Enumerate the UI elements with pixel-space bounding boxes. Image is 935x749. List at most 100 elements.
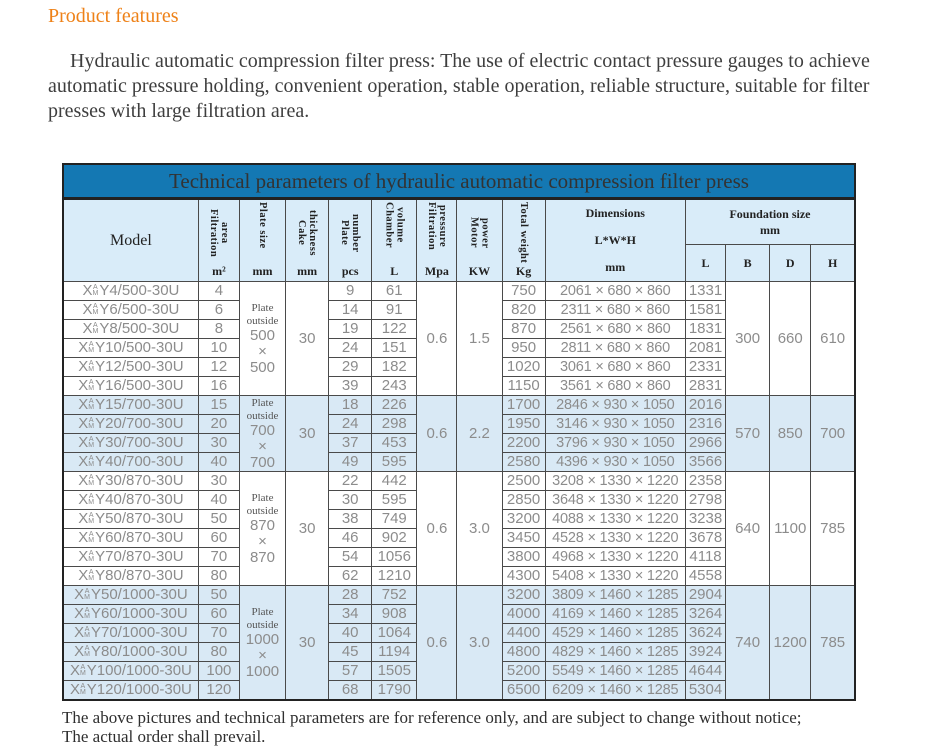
dimensions-cell: 6209 × 1460 × 1285 [544, 680, 686, 701]
plate-number-cell: 57 [328, 661, 373, 681]
foundation-l-cell: 3238 [684, 509, 727, 529]
filtration-area-cell: 70 [197, 623, 240, 643]
foundation-l-cell: 4118 [684, 547, 727, 567]
filtration-area-cell: 30 [197, 433, 240, 453]
foundation-h-cell: 785 [810, 585, 856, 701]
filtration-area-cell: 80 [197, 642, 240, 662]
foundation-l-cell: 5304 [684, 680, 727, 701]
total-weight-cell: 3200 [501, 509, 546, 529]
chamber-volume-cell: 749 [371, 509, 418, 529]
dimensions-cell: 5549 × 1460 × 1285 [544, 661, 686, 681]
table-row: X A M Y120/1000-30U 120 68 1790 6500 6209 × 1460… [62, 680, 855, 701]
filtration-area-cell: 50 [197, 585, 240, 605]
total-weight-cell: 870 [501, 319, 546, 339]
model-cell: X A M Y50/1000-30U [62, 585, 199, 605]
model-cell: X A M Y20/700-30U [62, 414, 199, 434]
filtration-area-cell: 30 [197, 471, 240, 491]
table-row: X A M Y30/700-30U 30 37 453 2200 3796 × 930 × 10… [62, 433, 855, 453]
plate-number-cell: 24 [328, 338, 373, 358]
foundation-l-cell: 2966 [684, 433, 727, 453]
foundation-l-cell: 3566 [684, 452, 727, 472]
foundation-l-cell: 2904 [684, 585, 727, 605]
parameters-table: Technical parameters of hydraulic automa… [62, 163, 856, 701]
chamber-volume-cell: 1056 [371, 547, 418, 567]
dimensions-cell: 4169 × 1460 × 1285 [544, 604, 686, 624]
table-row: X A M Y10/500-30U 10 24 151 950 2811 × 680 × 860… [62, 338, 855, 358]
plate-number-header: Plate number pcs [328, 198, 373, 282]
section-title: Product features [48, 5, 179, 27]
total-weight-cell: 1150 [501, 376, 546, 396]
total-weight-cell: 820 [501, 300, 546, 320]
plate-number-label: Plate number [339, 213, 362, 253]
model-cell: X A M Y60/870-30U [62, 528, 199, 548]
dimensions-cell: 4968 × 1330 × 1220 [544, 547, 686, 567]
model-cell: X A M Y100/1000-30U [62, 661, 199, 681]
cake-thickness-cell: 30 [285, 585, 330, 701]
chamber-volume-cell: 91 [371, 300, 418, 320]
chamber-volume-header: Chamber volume L [371, 198, 418, 282]
plate-number-cell: 18 [328, 395, 373, 415]
filtration-area-cell: 120 [197, 680, 240, 701]
total-weight-cell: 3200 [501, 585, 546, 605]
motor-power-header: Motor power KW [456, 198, 503, 282]
dimensions-cell: 5408 × 1330 × 1220 [544, 566, 686, 586]
chamber-volume-cell: 122 [371, 319, 418, 339]
plate-number-cell: 28 [328, 585, 373, 605]
table-row: X A M Y12/500-30U 12 29 182 1020 3061 × 680 × 86… [62, 357, 855, 377]
model-cell: X A M Y16/500-30U [62, 376, 199, 396]
filtration-area-cell: 8 [197, 319, 240, 339]
chamber-volume-cell: 595 [371, 452, 418, 472]
filtration-pressure-cell: 0.6 [416, 395, 458, 472]
plate-size-unit: mm [252, 264, 273, 278]
dimensions-cell: 4088 × 1330 × 1220 [544, 509, 686, 529]
model-header: Model [62, 198, 199, 282]
table-row: X A M Y40/870-30U 40 30 595 2850 3648 × 1330 × 1… [62, 490, 855, 510]
plate-number-cell: 40 [328, 623, 373, 643]
model-cell: X A M Y70/1000-30U [62, 623, 199, 643]
plate-number-cell: 62 [328, 566, 373, 586]
table-row: X A M Y40/700-30U 40 49 595 2580 4396 × 930 × 10… [62, 452, 855, 472]
foundation-h-cell: 610 [810, 281, 856, 396]
dimensions-cell: 3809 × 1460 × 1285 [544, 585, 686, 605]
table-row: X A M Y80/870-30U 80 62 1210 4300 5408 × 1330 × … [62, 566, 855, 586]
plate-size-header: Plate size mm [238, 198, 287, 282]
chamber-volume-cell: 1790 [371, 680, 418, 701]
model-cell: X A M Y120/1000-30U [62, 680, 199, 701]
plate-size-cell: Plate outside 700 × 700 [238, 395, 287, 472]
total-weight-cell: 4300 [501, 566, 546, 586]
filtration-area-cell: 50 [197, 509, 240, 529]
table-row: X A M Y50/1000-30U 50 Plate outside 1000 × 1000 30… [62, 585, 856, 701]
total-weight-cell: 5200 [501, 661, 546, 681]
plate-number-cell: 29 [328, 357, 373, 377]
plate-number-cell: 9 [328, 281, 373, 301]
table-row: X A M Y20/700-30U 20 24 298 1950 3146 × 930 × 10… [62, 414, 855, 434]
plate-number-cell: 14 [328, 300, 373, 320]
model-cell: X A M Y30/700-30U [62, 433, 199, 453]
chamber-volume-cell: 752 [371, 585, 418, 605]
filtration-area-label: Filtration area [207, 208, 230, 258]
chamber-volume-cell: 182 [371, 357, 418, 377]
chamber-volume-cell: 453 [371, 433, 418, 453]
plate-number-cell: 54 [328, 547, 373, 567]
table-row: X A M Y70/870-30U 70 54 1056 3800 4968 × 1330 × … [62, 547, 855, 567]
chamber-volume-label: Chamber volume [383, 202, 406, 249]
dimensions-cell: 2811 × 680 × 860 [544, 338, 686, 358]
filtration-area-cell: 40 [197, 490, 240, 510]
total-weight-cell: 2200 [501, 433, 546, 453]
foundation-d-cell: 1100 [769, 471, 812, 586]
dimensions-cell: 3648 × 1330 × 1220 [544, 490, 686, 510]
header-row-main: Model Filtration area m² Plate size mm Cak… [62, 198, 856, 282]
foundation-size-header: Foundation size mm [684, 198, 856, 245]
foundation-col-d: D [769, 244, 812, 282]
table-row: X A M Y60/870-30U 60 46 902 3450 4528 × 1330 × 1… [62, 528, 855, 548]
foundation-l-cell: 2016 [684, 395, 727, 415]
dimensions-cell: 4528 × 1330 × 1220 [544, 528, 686, 548]
table-row: X A M Y80/1000-30U 80 45 1194 4800 4829 × 1460 ×… [62, 642, 855, 662]
parameters-grid: Model Filtration area m² Plate size mm Cak… [62, 198, 856, 701]
dimensions-lwh: L*W*H [594, 232, 636, 247]
plate-number-cell: 24 [328, 414, 373, 434]
total-weight-cell: 3800 [501, 547, 546, 567]
model-cell: X A M Y15/700-30U [62, 395, 199, 415]
chamber-volume-cell: 1210 [371, 566, 418, 586]
foundation-col-l: L [684, 244, 727, 282]
